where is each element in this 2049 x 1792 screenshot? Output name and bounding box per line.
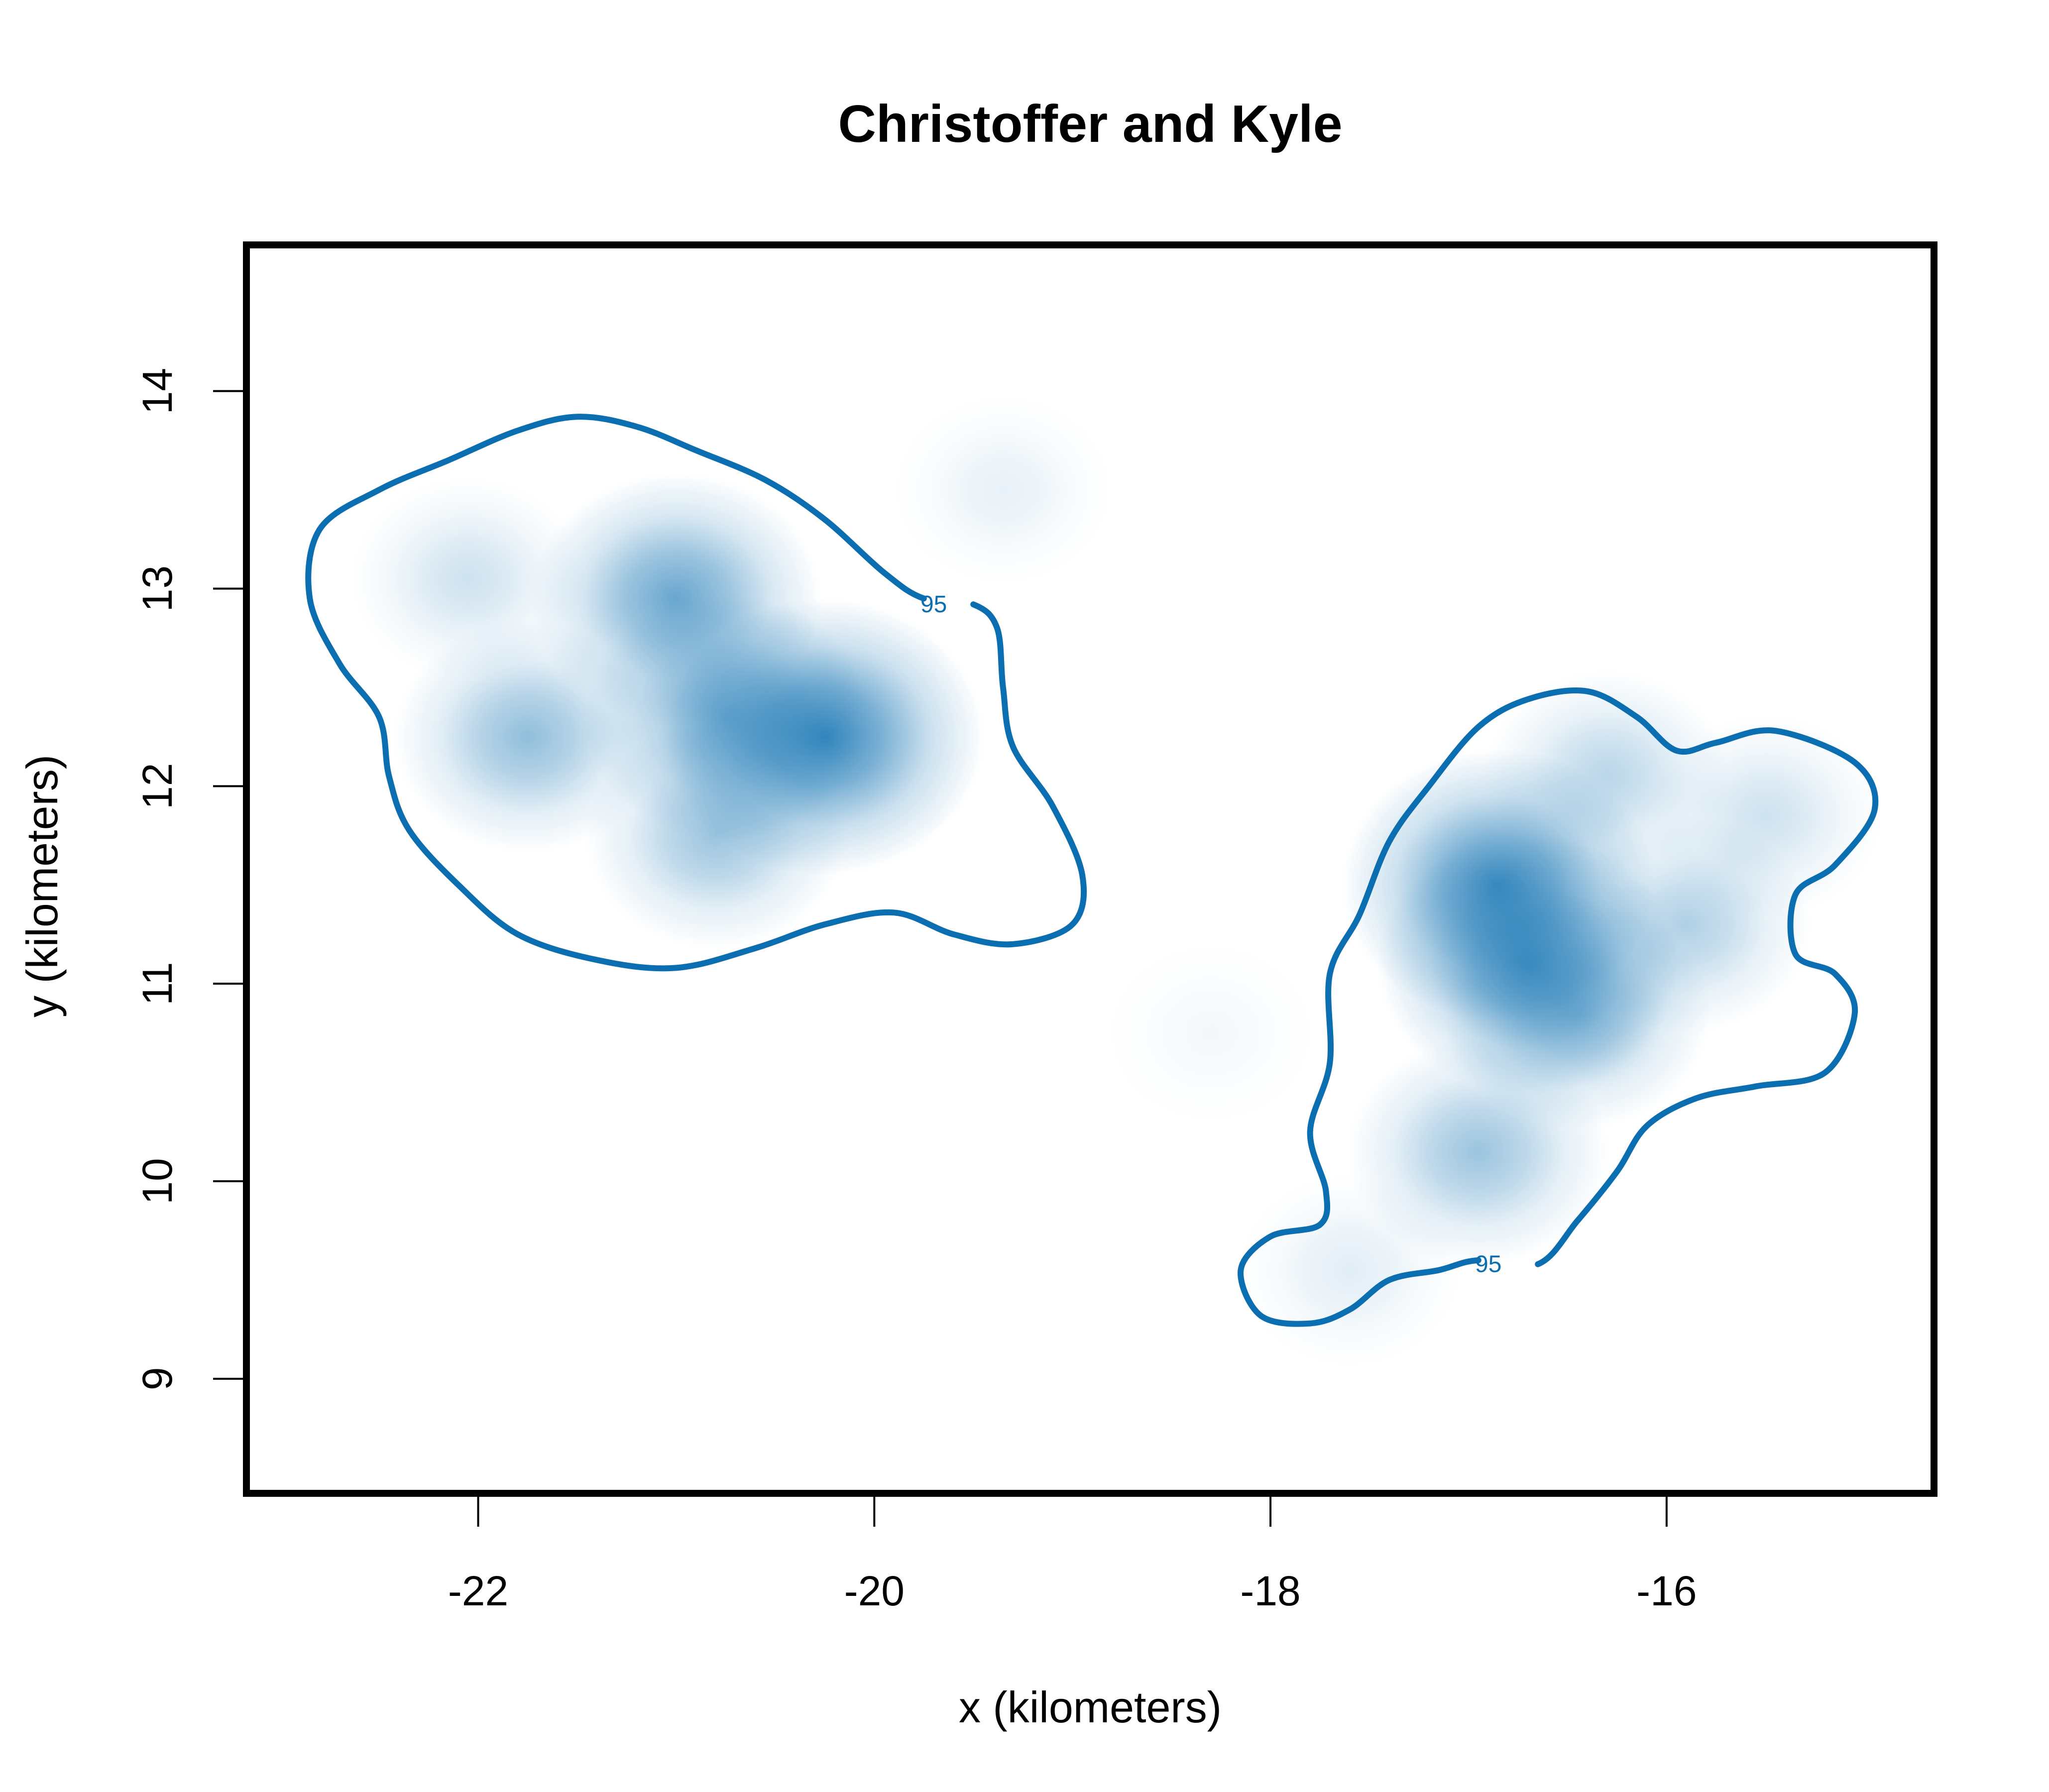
density-peak [1105,941,1317,1125]
contour-label-2: 95 [1475,1251,1501,1278]
y-tick-label: 10 [134,1158,181,1204]
y-tick-label: 9 [134,1367,181,1390]
y-axis-label: y (kilometers) [17,755,67,1017]
density-peak [351,477,585,680]
x-tick-label: -16 [1636,1568,1697,1614]
density-layer [351,395,1883,1367]
chart-title: Christoffer and Kyle [838,95,1342,153]
x-axis: -22 -20 -18 -16 [448,1497,1697,1614]
contour-line-2 [1238,687,1879,1327]
y-tick-label: 11 [134,962,181,1006]
y-tick-label: 12 [134,763,181,809]
density-peak [1239,1173,1461,1367]
contour-line-1 [305,414,1087,972]
x-tick-label: -20 [844,1568,905,1614]
y-axis: 9 10 11 12 13 14 [134,368,243,1390]
density-peak [584,721,847,950]
x-tick-label: -22 [448,1568,508,1614]
density-peak [894,395,1113,585]
contour-layer [305,414,1879,1327]
plot-frame [243,241,1937,1497]
density-peak [1649,714,1883,917]
y-tick-label: 13 [134,565,181,612]
x-axis-label: x (kilometers) [959,1682,1222,1732]
y-tick-label: 14 [134,368,181,414]
contour-label-1: 95 [920,591,947,618]
x-tick-label: -18 [1240,1568,1300,1614]
